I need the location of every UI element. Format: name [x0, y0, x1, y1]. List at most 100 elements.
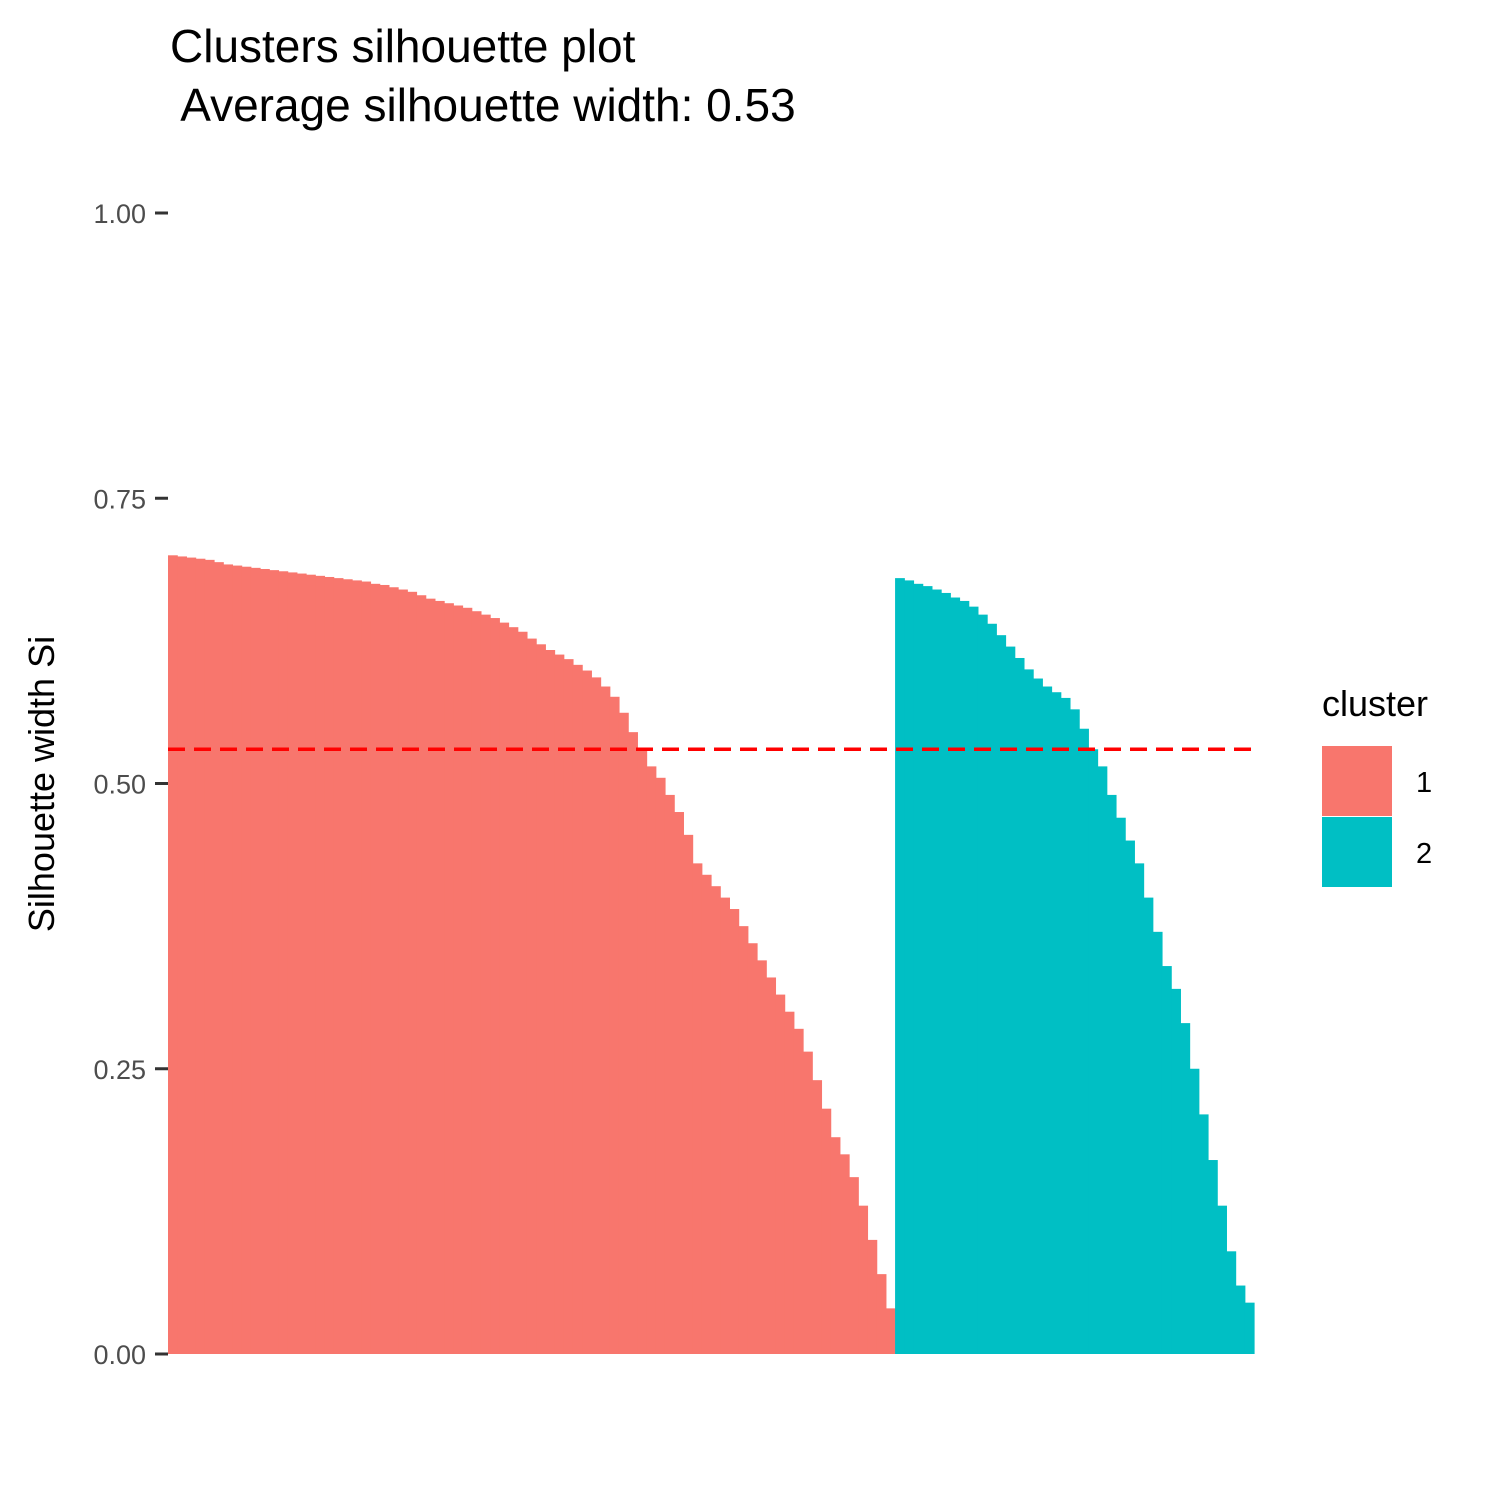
chart-subtitle-text: Average silhouette width: 0.53 — [180, 79, 795, 131]
silhouette-bar-cluster-1 — [205, 560, 215, 1354]
silhouette-bar-cluster-1 — [214, 562, 224, 1354]
silhouette-bar-cluster-2 — [1006, 647, 1016, 1354]
y-tick-label: 0.50 — [93, 770, 146, 800]
silhouette-bar-cluster-1 — [324, 577, 334, 1354]
silhouette-bar-cluster-2 — [987, 624, 997, 1354]
silhouette-bar-cluster-1 — [352, 580, 362, 1354]
silhouette-bar-cluster-1 — [481, 615, 491, 1354]
silhouette-bar-cluster-2 — [1088, 749, 1098, 1354]
legend-key-cluster-1 — [1322, 746, 1392, 816]
silhouette-bar-cluster-1 — [472, 611, 482, 1354]
silhouette-bar-cluster-2 — [913, 584, 923, 1354]
y-tick-label: 1.00 — [93, 199, 146, 229]
silhouette-bar-cluster-2 — [978, 615, 988, 1354]
silhouette-bar-cluster-1 — [739, 926, 749, 1354]
silhouette-bar-cluster-1 — [389, 587, 399, 1354]
silhouette-bar-cluster-1 — [334, 578, 344, 1354]
silhouette-bar-cluster-1 — [555, 655, 565, 1354]
silhouette-bar-cluster-1 — [223, 564, 233, 1354]
silhouette-bar-cluster-1 — [840, 1154, 850, 1354]
y-tick-label: 0.00 — [93, 1340, 146, 1370]
silhouette-bar-cluster-1 — [849, 1177, 859, 1354]
silhouette-bar-cluster-2 — [1024, 669, 1034, 1354]
silhouette-bar-cluster-1 — [416, 595, 426, 1354]
silhouette-bar-cluster-2 — [932, 590, 942, 1354]
silhouette-bar-cluster-1 — [601, 687, 611, 1354]
silhouette-bar-cluster-1 — [251, 568, 261, 1354]
silhouette-bar-cluster-1 — [794, 1029, 804, 1354]
silhouette-bar-cluster-2 — [959, 601, 969, 1354]
legend-key-cluster-2 — [1322, 817, 1392, 887]
silhouette-bar-cluster-1 — [168, 555, 178, 1354]
silhouette-bar-cluster-2 — [1217, 1206, 1227, 1354]
silhouette-bar-cluster-1 — [674, 812, 684, 1354]
silhouette-bar-cluster-1 — [269, 570, 279, 1354]
silhouette-bar-cluster-2 — [1190, 1069, 1200, 1354]
silhouette-bar-cluster-2 — [1180, 1023, 1190, 1354]
silhouette-bar-cluster-1 — [278, 571, 288, 1354]
silhouette-bar-cluster-1 — [370, 584, 380, 1354]
silhouette-bar-cluster-1 — [877, 1274, 887, 1354]
silhouette-bar-cluster-1 — [711, 886, 721, 1354]
silhouette-bar-cluster-1 — [518, 632, 528, 1354]
silhouette-bar-cluster-1 — [812, 1080, 822, 1354]
silhouette-bar-cluster-1 — [453, 606, 463, 1355]
silhouette-bar-cluster-2 — [1199, 1114, 1209, 1354]
silhouette-bar-cluster-2 — [1245, 1303, 1255, 1354]
silhouette-bar-cluster-1 — [785, 1012, 795, 1354]
silhouette-bar-cluster-1 — [591, 677, 601, 1354]
silhouette-bar-cluster-1 — [886, 1308, 896, 1354]
silhouette-bar-cluster-2 — [1061, 698, 1071, 1354]
silhouette-bar-cluster-1 — [582, 671, 592, 1354]
silhouette-bar-cluster-2 — [1033, 679, 1043, 1354]
silhouette-bar-cluster-2 — [941, 593, 951, 1354]
silhouette-bar-cluster-1 — [803, 1052, 813, 1354]
silhouette-bar-cluster-1 — [821, 1109, 831, 1354]
silhouette-bar-cluster-2 — [1125, 841, 1135, 1354]
silhouette-bar-cluster-1 — [757, 960, 767, 1354]
silhouette-bar-cluster-1 — [242, 567, 252, 1354]
silhouette-bar-cluster-1 — [683, 835, 693, 1354]
silhouette-bar-cluster-2 — [1162, 966, 1172, 1354]
silhouette-bar-cluster-1 — [545, 650, 555, 1354]
silhouette-bar-cluster-1 — [407, 592, 417, 1354]
silhouette-bar-cluster-1 — [490, 618, 500, 1354]
chart-title: Clusters silhouette plot — [170, 20, 636, 72]
silhouette-bar-cluster-2 — [895, 578, 905, 1354]
silhouette-bar-cluster-1 — [665, 795, 675, 1354]
silhouette-bar-cluster-1 — [619, 713, 629, 1354]
legend-label-cluster-2: 2 — [1416, 838, 1432, 870]
silhouette-bar-cluster-1 — [656, 778, 666, 1354]
legend-title: cluster — [1322, 683, 1428, 724]
bars-layer — [168, 555, 1255, 1354]
silhouette-bar-cluster-1 — [343, 579, 353, 1354]
silhouette-bar-cluster-1 — [196, 559, 206, 1354]
silhouette-bar-cluster-1 — [177, 556, 187, 1354]
silhouette-bar-cluster-1 — [260, 569, 270, 1354]
legend-label-cluster-1: 1 — [1416, 767, 1432, 799]
silhouette-bar-cluster-2 — [996, 635, 1006, 1354]
silhouette-bar-cluster-2 — [923, 586, 933, 1354]
silhouette-bar-cluster-1 — [720, 898, 730, 1354]
silhouette-bar-cluster-2 — [1116, 818, 1126, 1354]
silhouette-bar-cluster-1 — [775, 995, 785, 1354]
silhouette-bar-cluster-2 — [1098, 766, 1108, 1354]
silhouette-bar-cluster-1 — [729, 909, 739, 1354]
chart-subtitle: Average silhouette width: 0.53 — [170, 79, 796, 131]
legend: cluster 1 2 — [1322, 683, 1432, 887]
silhouette-bar-cluster-2 — [1226, 1251, 1236, 1354]
silhouette-bar-cluster-1 — [509, 627, 519, 1354]
silhouette-bar-cluster-2 — [950, 598, 960, 1354]
silhouette-bar-cluster-1 — [297, 574, 307, 1354]
silhouette-bar-cluster-1 — [186, 558, 196, 1354]
silhouette-bar-cluster-1 — [702, 875, 712, 1354]
silhouette-bar-cluster-1 — [499, 623, 509, 1354]
silhouette-bar-cluster-1 — [361, 582, 371, 1354]
silhouette-bar-cluster-1 — [232, 566, 242, 1354]
silhouette-bar-cluster-1 — [398, 590, 408, 1354]
silhouette-bar-cluster-1 — [748, 943, 758, 1354]
y-axis: 0.00 0.25 0.50 0.75 1.00 — [93, 199, 168, 1370]
silhouette-bar-cluster-2 — [1171, 989, 1181, 1354]
silhouette-bar-cluster-1 — [463, 608, 473, 1354]
